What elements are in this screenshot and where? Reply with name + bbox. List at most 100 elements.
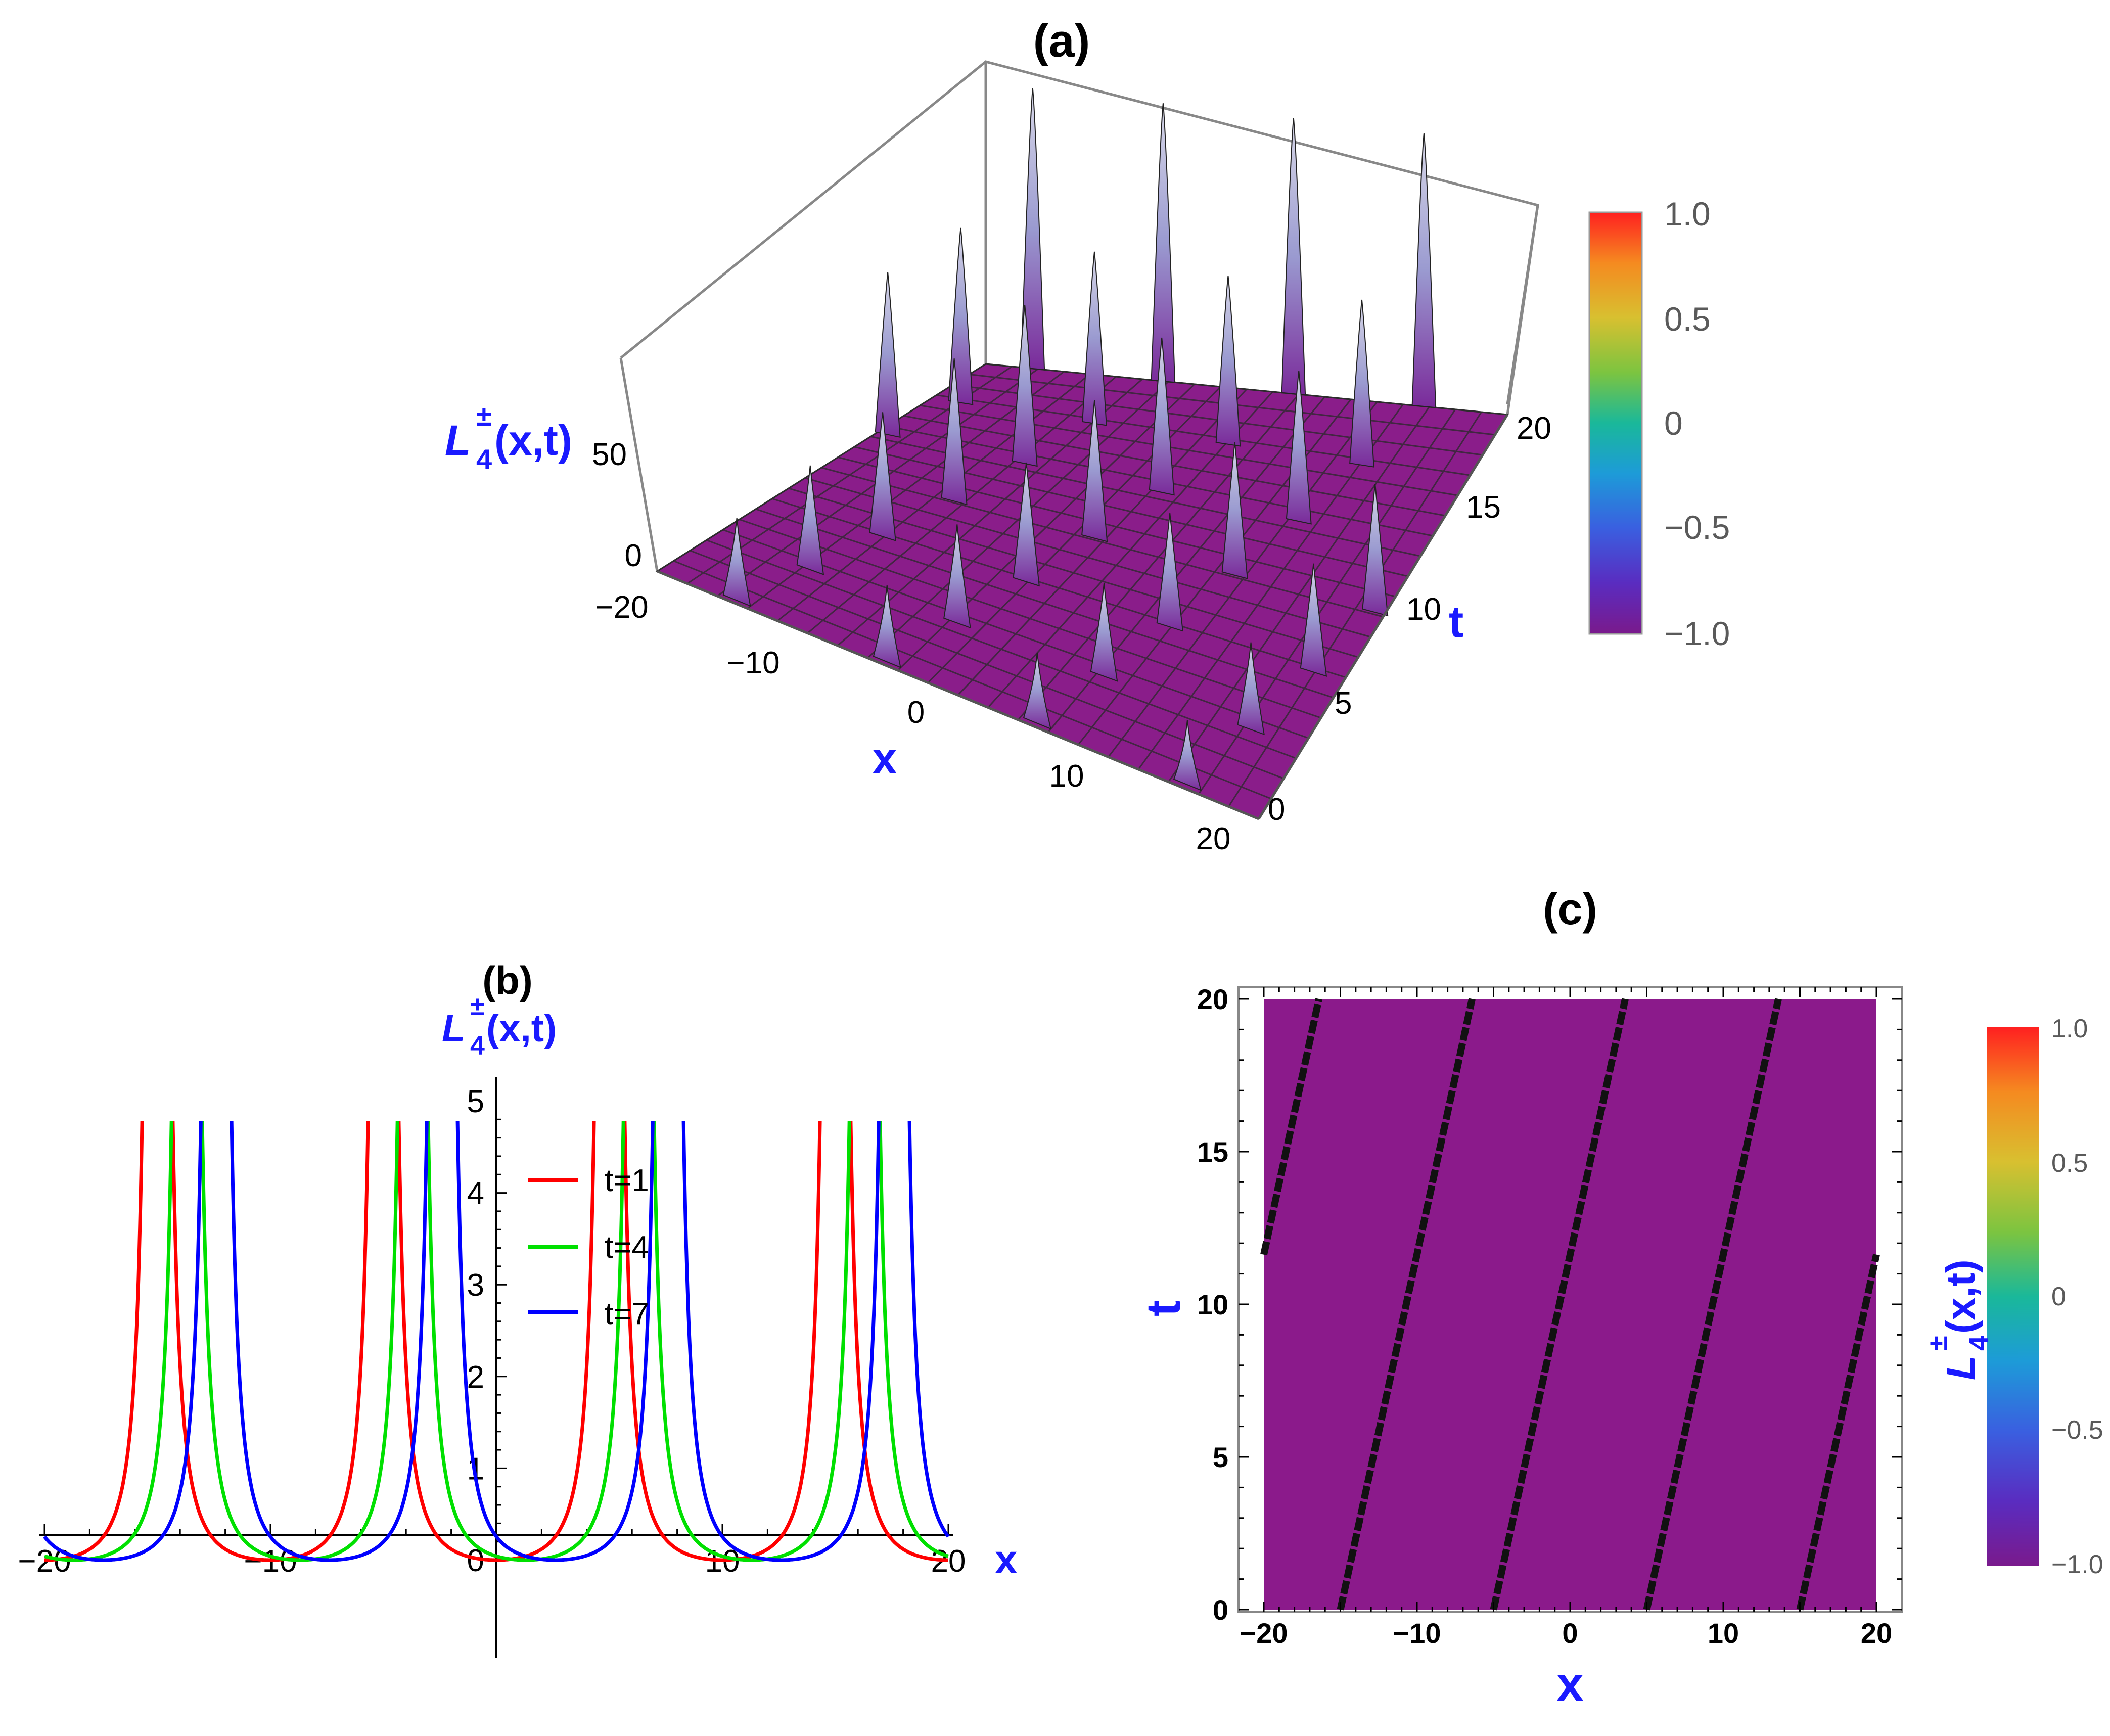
panel-a-z-label-args: (x,t) bbox=[494, 417, 572, 464]
panel-a-t-label: t bbox=[1449, 597, 1463, 647]
panel-a-x-tick: 20 bbox=[1196, 821, 1231, 856]
series-line-t=1 bbox=[397, 1121, 596, 1562]
surface-peak bbox=[1149, 337, 1175, 496]
panel-a-z-tick-50: 50 bbox=[592, 437, 627, 472]
panel-b-y-label-sub: 4 bbox=[470, 1031, 485, 1061]
panel-a-colorbar-tick: 0.5 bbox=[1664, 300, 1711, 338]
panel-a-t-tick: 0 bbox=[1268, 792, 1285, 827]
panel-b-y-label-args: (x,t) bbox=[486, 1007, 557, 1050]
panel-a-box bbox=[619, 60, 1539, 572]
surface-peak bbox=[1090, 583, 1118, 682]
panel-a-colorbar-tick: 1.0 bbox=[1664, 195, 1711, 233]
panel-a-colorbar-tick: 0 bbox=[1664, 404, 1683, 442]
panel-a-front-edges bbox=[657, 414, 1509, 820]
surface-peak bbox=[873, 585, 901, 668]
surface-grid-line bbox=[739, 519, 1321, 719]
panel-a-x-tick: −10 bbox=[726, 646, 779, 680]
panel-a-x-label: x bbox=[873, 733, 897, 783]
panel-c-colorbar-label-sup: ± bbox=[1923, 1336, 1953, 1351]
panel-c-axes: −20 −10 0 10 20 0 5 10 15 20 bbox=[1197, 983, 1902, 1649]
panel-a-colorbar-tick: −1.0 bbox=[1664, 615, 1730, 652]
panel-b-curves bbox=[43, 1121, 950, 1562]
surface-peak bbox=[1281, 118, 1306, 396]
surface-peak bbox=[1362, 484, 1389, 617]
panel-a-t-tick: 5 bbox=[1335, 686, 1352, 721]
panel-c-x-label: x bbox=[1556, 1657, 1583, 1711]
panel-a-z-label-sup: ± bbox=[476, 400, 492, 432]
series-line-t=4 bbox=[200, 1121, 399, 1562]
surface-grid-line bbox=[903, 415, 1446, 517]
surface-peak bbox=[941, 358, 968, 506]
surface-peak bbox=[1215, 276, 1241, 447]
series-line-t=4 bbox=[652, 1121, 851, 1562]
surface-peak bbox=[1237, 642, 1265, 736]
panel-a-x-tick: 10 bbox=[1049, 759, 1084, 794]
surface-peak bbox=[1081, 400, 1108, 542]
singular-line bbox=[1643, 998, 1782, 1611]
surface-peak bbox=[796, 465, 824, 575]
surface-peak bbox=[1012, 304, 1038, 467]
panel-c-singular-lines bbox=[1260, 998, 1880, 1611]
panel-c-colorbar-tick: 0.5 bbox=[2051, 1149, 2088, 1178]
panel-a-z-label-sub: 4 bbox=[476, 443, 492, 475]
surface-peak bbox=[1349, 299, 1374, 468]
surface-grid-line bbox=[706, 539, 1297, 759]
singular-line bbox=[1490, 998, 1629, 1611]
panel-c-colorbar-label: L ± 4 (x,t) bbox=[1923, 1259, 1994, 1380]
panel-c-colorbar-label-sub: 4 bbox=[1963, 1336, 1994, 1351]
series-line-t=7 bbox=[681, 1121, 881, 1562]
panel-c-y-tick-label: 5 bbox=[1213, 1441, 1228, 1473]
panel-c-colorbar-tick: −0.5 bbox=[2051, 1415, 2103, 1445]
panel-a-z-tick-0: 0 bbox=[625, 538, 642, 573]
singular-line bbox=[1796, 1254, 1880, 1611]
panel-a-t-tick: 15 bbox=[1466, 490, 1501, 525]
series-line-t=1 bbox=[171, 1121, 370, 1562]
surface-peak bbox=[1300, 563, 1327, 677]
surface-peak bbox=[1020, 88, 1045, 371]
panel-c-x-tick-label: −20 bbox=[1240, 1617, 1288, 1649]
surface-peak bbox=[875, 272, 901, 438]
panel-c-y-tick-label: 10 bbox=[1197, 1289, 1228, 1320]
panel-a-t-tick: 20 bbox=[1517, 411, 1551, 446]
panel-a-x-tick: −20 bbox=[595, 590, 648, 625]
panel-c-heatmap-background bbox=[1264, 999, 1876, 1610]
surface-grid-line bbox=[755, 508, 1334, 699]
panel-c-colorbar-tick: −1.0 bbox=[2051, 1550, 2103, 1579]
series-line-t=7 bbox=[455, 1121, 655, 1562]
series-line-t=7 bbox=[230, 1121, 429, 1562]
panel-c-colorbar-tick: 1.0 bbox=[2051, 1014, 2088, 1043]
panel-c-y-label: t bbox=[1136, 1300, 1190, 1316]
panel-c-x-tick-label: 0 bbox=[1562, 1617, 1578, 1649]
surface-peak bbox=[1286, 371, 1312, 525]
panel-b-y-tick-label: 4 bbox=[467, 1176, 484, 1211]
panel-b-y-label-sup: ± bbox=[470, 992, 485, 1021]
legend-label-t4: t=4 bbox=[605, 1230, 649, 1265]
legend-label-t1: t=1 bbox=[605, 1163, 649, 1198]
panel-b-y-tick-label: 5 bbox=[467, 1084, 484, 1119]
surface-grid-line bbox=[920, 404, 1458, 496]
panel-c-colorbar-label-main: L bbox=[1938, 1355, 1983, 1380]
panel-c-y-tick-label: 0 bbox=[1213, 1594, 1228, 1626]
panel-a-peaks bbox=[722, 88, 1437, 791]
surface-peak bbox=[722, 518, 751, 607]
surface-grid-line bbox=[838, 456, 1396, 598]
series-line-t=4 bbox=[426, 1121, 625, 1562]
series-line-t=7 bbox=[907, 1121, 950, 1538]
panel-c-colorbar-tick: 0 bbox=[2051, 1282, 2066, 1311]
panel-b-legend: t=1 t=4 t=7 bbox=[528, 1163, 649, 1332]
singular-line bbox=[1337, 998, 1476, 1611]
series-line-t=1 bbox=[849, 1121, 948, 1562]
panel-c-x-tick-label: −10 bbox=[1393, 1617, 1441, 1649]
panel-c-x-tick-label: 10 bbox=[1708, 1617, 1739, 1649]
panel-c-x-tick-label: 20 bbox=[1861, 1617, 1892, 1649]
series-line-t=1 bbox=[44, 1121, 144, 1562]
panel-a-title: (a) bbox=[1033, 15, 1090, 67]
panel-a-colorbar-tick: −0.5 bbox=[1664, 509, 1730, 546]
panel-c-y-tick-label: 20 bbox=[1197, 983, 1228, 1015]
surface-grid-line bbox=[821, 467, 1384, 618]
surface-peak bbox=[1023, 652, 1051, 730]
panel-b-y-label-main: L bbox=[442, 1007, 465, 1050]
panel-c-density-plot: (c) −20 −10 0 10 20 0 5 10 15 20 x t 1.0 0.5 0 −0… bbox=[1136, 884, 2103, 1711]
